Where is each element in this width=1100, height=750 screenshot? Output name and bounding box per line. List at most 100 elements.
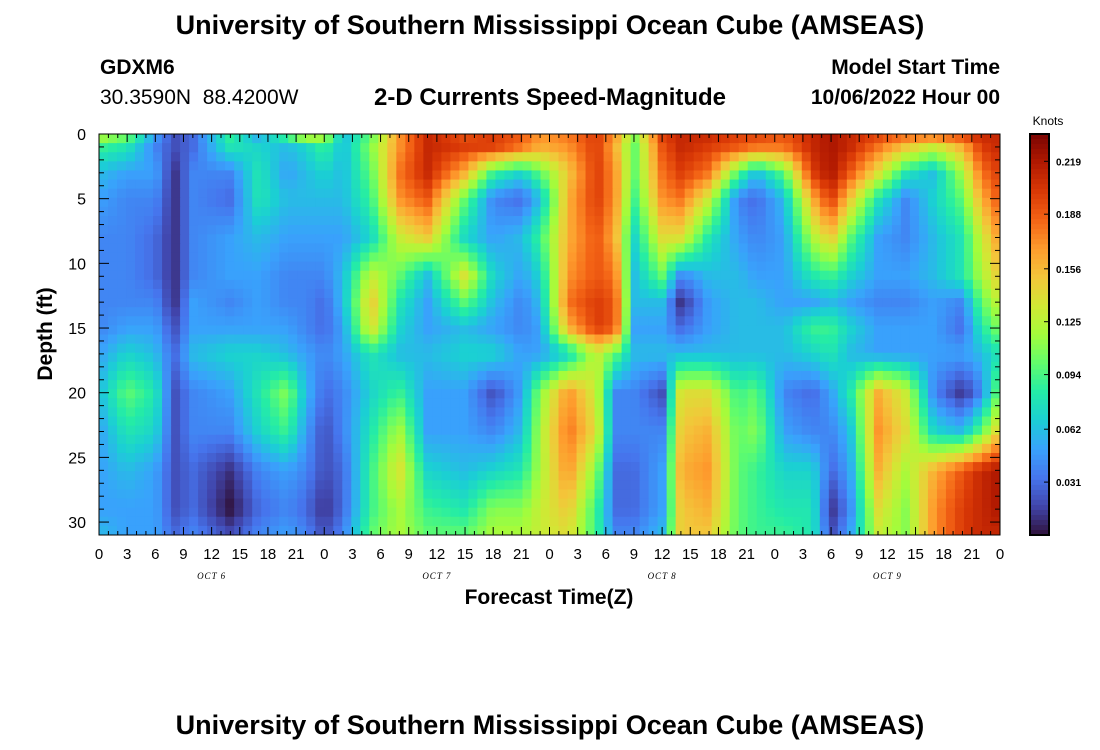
heatmap-cell [279, 462, 289, 472]
heatmap-cell [198, 270, 208, 281]
heatmap-cell [675, 361, 686, 372]
heatmap-cell [828, 225, 839, 235]
heatmap-cell [864, 525, 875, 535]
colorbar-swatch [1030, 524, 1049, 531]
heatmap-cell [846, 270, 857, 281]
heatmap-cell [486, 398, 497, 409]
heatmap-cell [711, 279, 722, 290]
heatmap-cell [405, 143, 415, 153]
heatmap-cell [162, 243, 172, 254]
heatmap-cell [567, 252, 578, 263]
heatmap-cell [720, 443, 731, 454]
heatmap-cell [585, 434, 596, 445]
heatmap-cell [252, 325, 262, 336]
heatmap-cell [279, 197, 289, 208]
colorbar-swatch [1030, 324, 1049, 331]
heatmap-cell [333, 307, 343, 317]
heatmap-cell [126, 188, 136, 199]
heatmap-cell [513, 206, 524, 217]
heatmap-cell [981, 525, 992, 535]
heatmap-cell [675, 370, 686, 381]
heatmap-cell [909, 234, 920, 244]
heatmap-cell [279, 389, 289, 399]
heatmap-cell [990, 252, 1000, 263]
heatmap-cell [990, 179, 1000, 190]
heatmap-cell [225, 352, 235, 363]
heatmap-cell [882, 361, 893, 372]
heatmap-cell [306, 507, 316, 518]
heatmap-cell [432, 471, 442, 481]
heatmap-cell [540, 452, 551, 463]
heatmap-cell [540, 197, 551, 208]
heatmap-cell [666, 225, 677, 235]
heatmap-cell [702, 252, 713, 263]
heatmap-cell [459, 389, 470, 399]
heatmap-cell [171, 398, 181, 409]
heatmap-cell [522, 188, 533, 199]
x-tick-label: 9 [405, 546, 413, 563]
heatmap-cell [909, 489, 920, 500]
heatmap-cell [684, 152, 695, 162]
heatmap-cell [198, 197, 208, 208]
heatmap-cell [711, 480, 722, 491]
heatmap-cell [171, 188, 181, 199]
heatmap-cell [792, 452, 803, 463]
heatmap-cell [558, 434, 569, 445]
heatmap-cell [405, 261, 415, 272]
heatmap-cell [594, 361, 605, 372]
heatmap-cell [315, 407, 325, 418]
heatmap-cell [135, 516, 145, 527]
main-title: University of Southern Mississippi Ocean… [175, 10, 925, 40]
heatmap-cell [738, 134, 749, 144]
heatmap-cell [738, 152, 749, 162]
heatmap-cell [126, 507, 136, 518]
heatmap-cell [882, 343, 893, 354]
heatmap-cell [216, 206, 226, 217]
heatmap-cell [162, 407, 172, 418]
heatmap-cell [882, 480, 893, 491]
heatmap-cell [846, 443, 857, 454]
heatmap-cell [801, 498, 812, 509]
heatmap-cell [765, 452, 776, 463]
heatmap-cell [225, 525, 235, 535]
heatmap-cell [702, 416, 713, 427]
heatmap-cell [846, 307, 857, 317]
heatmap-cell [909, 216, 920, 226]
heatmap-cell [369, 307, 379, 317]
heatmap-cell [414, 471, 424, 481]
heatmap-cell [630, 279, 641, 290]
heatmap-cell [108, 352, 118, 363]
heatmap-cell [180, 288, 190, 299]
heatmap-cell [189, 489, 199, 500]
heatmap-cell [369, 261, 379, 272]
heatmap-cell [702, 161, 713, 172]
x-tick-label: 3 [799, 546, 807, 563]
heatmap-cell [720, 188, 731, 199]
heatmap-cell [585, 407, 596, 418]
heatmap-cell [351, 225, 361, 235]
heatmap-cell [666, 498, 677, 509]
heatmap-cell [954, 443, 965, 454]
heatmap-cell [900, 489, 911, 500]
heatmap-cell [378, 188, 388, 199]
heatmap-cell [108, 480, 118, 491]
heatmap-cell [720, 516, 731, 527]
heatmap-cell [351, 407, 361, 418]
heatmap-cell [828, 407, 839, 418]
heatmap-cell [882, 316, 893, 326]
heatmap-cell [630, 389, 641, 399]
heatmap-cell [972, 361, 983, 372]
heatmap-cell [810, 498, 821, 509]
heatmap-cell [306, 516, 316, 527]
heatmap-cell [864, 452, 875, 463]
heatmap-cell [261, 161, 271, 172]
heatmap-cell [927, 197, 938, 208]
heatmap-cell [783, 170, 794, 181]
heatmap-cell [702, 471, 713, 481]
heatmap-cell [432, 298, 442, 308]
heatmap-cell [387, 307, 397, 317]
heatmap-cell [756, 325, 767, 336]
heatmap-cell [342, 252, 352, 263]
heatmap-cell [882, 434, 893, 445]
heatmap-cell [360, 279, 370, 290]
